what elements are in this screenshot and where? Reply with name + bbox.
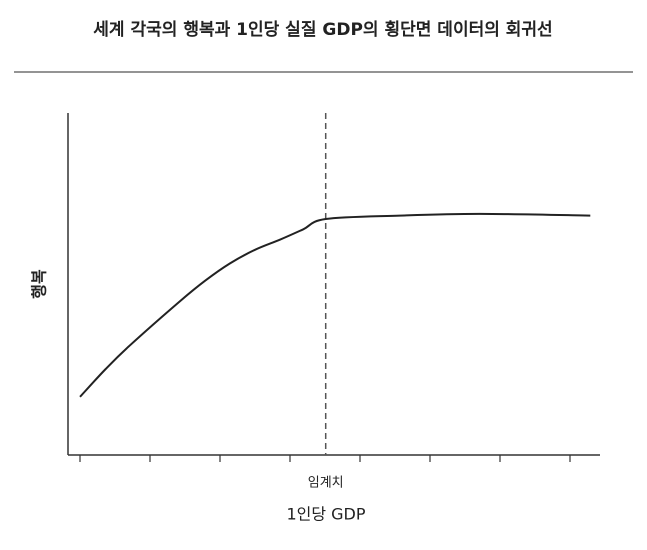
chart-title: 세계 각국의 행복과 1인당 실질 GDP의 횡단면 데이터의 회귀선 — [93, 19, 552, 40]
regression-line — [79, 212, 591, 398]
x-axis-label: 1인당 GDP — [286, 505, 365, 524]
threshold-label: 임계치 — [308, 476, 344, 491]
y-axis-label: 행복 — [30, 269, 49, 299]
x-tick-marks — [79, 455, 571, 462]
